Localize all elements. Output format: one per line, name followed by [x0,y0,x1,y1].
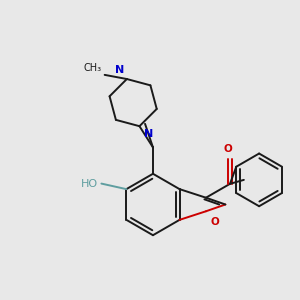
Text: N: N [115,65,124,75]
Text: O: O [211,217,220,227]
Text: HO: HO [81,178,98,189]
Text: N: N [144,129,154,139]
Text: O: O [224,144,232,154]
Text: CH₃: CH₃ [83,63,102,73]
